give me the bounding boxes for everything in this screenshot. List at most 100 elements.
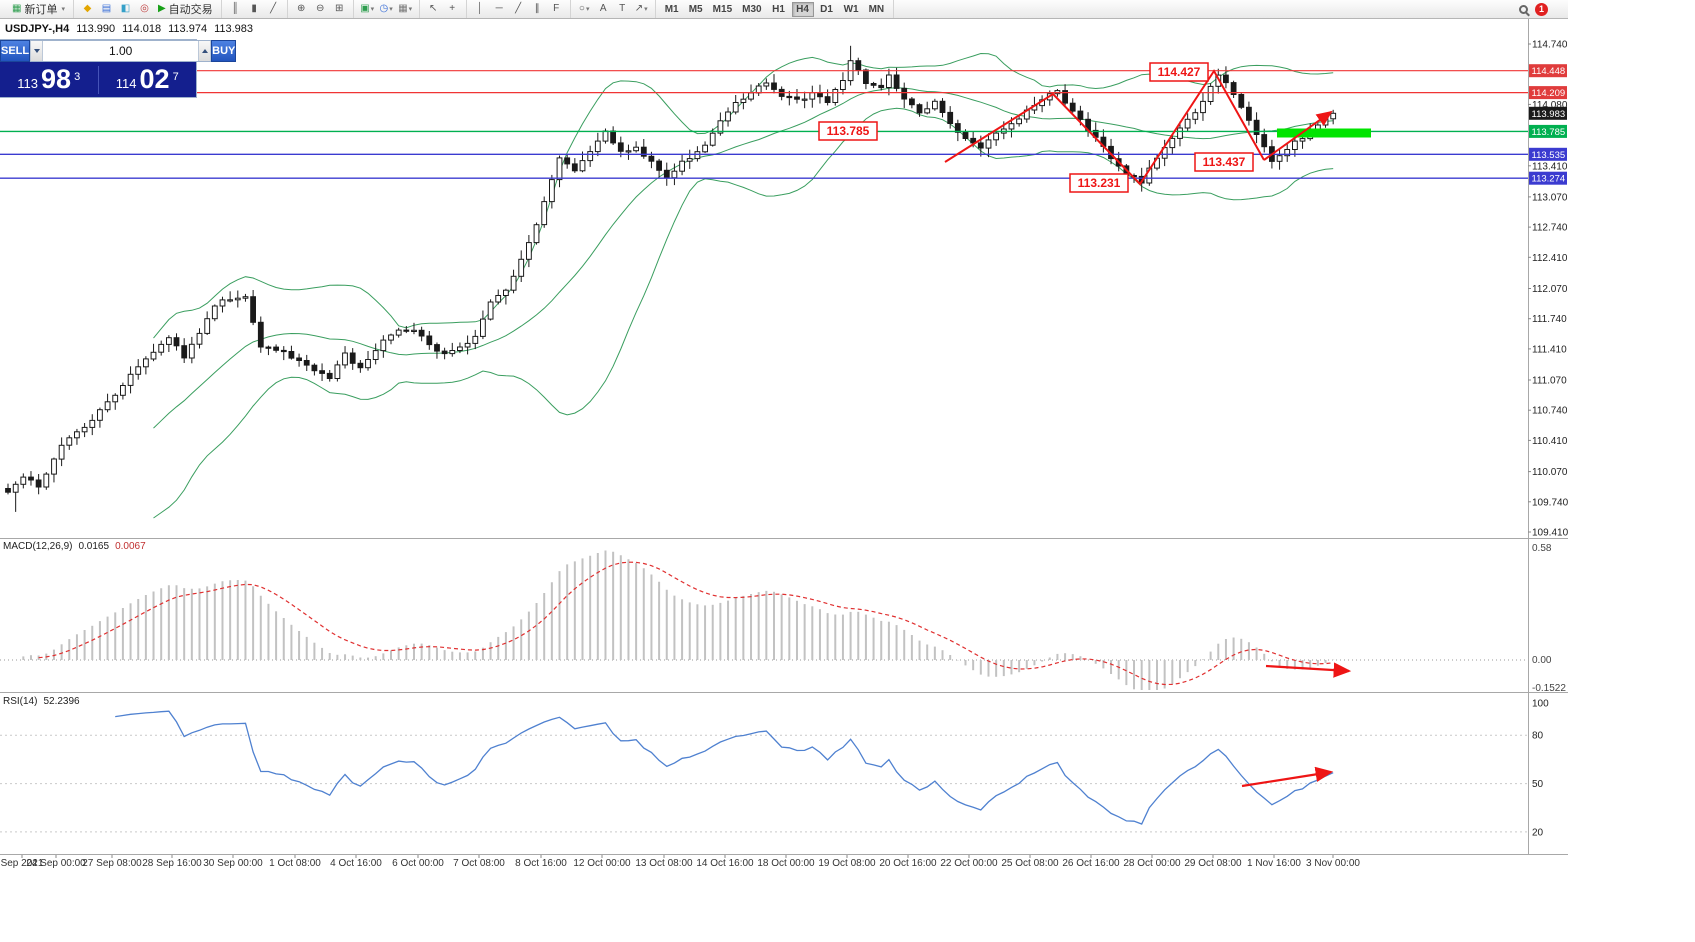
auto-trading-button[interactable]: ▶ 自动交易: [155, 2, 216, 17]
svg-text:28 Oct 00:00: 28 Oct 00:00: [1123, 858, 1181, 869]
trend-price-labels[interactable]: 113.785 114.427 113.231 113.437: [818, 62, 1254, 193]
macd-signal-value: 0.0067: [115, 541, 146, 552]
svg-text:114.080: 114.080: [1532, 100, 1568, 111]
svg-text:113.274: 113.274: [1532, 174, 1566, 185]
search-icon[interactable]: [1519, 4, 1528, 14]
timeframe-h4[interactable]: H4: [791, 1, 814, 17]
period-selector-icon-dropdown-icon[interactable]: ▾: [389, 6, 393, 13]
macd-red-arrow[interactable]: [1265, 662, 1352, 678]
volume-input[interactable]: [43, 41, 199, 61]
svg-text:3 Nov 00:00: 3 Nov 00:00: [1306, 858, 1360, 869]
macd-axis: 0.58 0.00 -0.1522: [1532, 543, 1566, 694]
rsi-levels: [0, 734, 1528, 833]
volume-stepper: [30, 40, 212, 62]
price-axis: 114.740 114.080 113.410 113.070 112.740 112.4…: [1528, 40, 1568, 539]
timeframe-m15[interactable]: M15: [712, 3, 733, 15]
bid-ask-display: 113 98 3 114 02 7: [0, 62, 196, 97]
symbol-period-label: USDJPY-,H4: [5, 23, 70, 35]
timeframe-w1[interactable]: W1: [843, 3, 859, 15]
svg-text:113.231: 113.231: [1078, 176, 1121, 190]
trendline-icon[interactable]: ╱: [510, 2, 527, 17]
text-icon[interactable]: A: [595, 2, 612, 17]
svg-text:113.785: 113.785: [827, 124, 870, 138]
svg-text:110.070: 110.070: [1532, 467, 1568, 478]
toolbar-group-line-studies: │ ─ ╱ ∥ F: [467, 0, 571, 18]
timeframe-h1[interactable]: H1: [772, 3, 785, 15]
bar-chart-icon[interactable]: ║: [227, 2, 244, 17]
rsi-line: [115, 710, 1334, 825]
timeframe-mn[interactable]: MN: [868, 3, 885, 15]
crosshair-icon[interactable]: +: [444, 2, 461, 17]
toolbar-group-cursor-tools: ↖ +: [420, 0, 467, 18]
new-order-button[interactable]: ▦ 新订单 ▾: [9, 2, 68, 17]
timeframe-m5[interactable]: M5: [688, 3, 703, 15]
svg-text:114.209: 114.209: [1532, 88, 1566, 99]
zoom-out-icon[interactable]: ⊖: [312, 2, 329, 17]
template-icon-dropdown-icon[interactable]: ▾: [408, 6, 413, 13]
volume-increase-button[interactable]: [198, 41, 212, 61]
candlestick-chart-icon[interactable]: ▮: [246, 2, 263, 17]
shapes-icon-dropdown-icon[interactable]: ▾: [585, 6, 590, 13]
buy-price-pip: 7: [172, 70, 179, 83]
timeframe-m30[interactable]: M30: [742, 3, 762, 15]
fibonacci-icon[interactable]: F: [548, 2, 565, 17]
trendline-icon-glyph: ╱: [515, 3, 522, 14]
sell-button[interactable]: SELL: [0, 40, 31, 62]
timeframe-m1[interactable]: M1: [664, 3, 679, 15]
buy-button[interactable]: BUY: [211, 40, 237, 62]
data-window-icon-glyph: ◧: [120, 3, 131, 14]
cursor-icon[interactable]: ↖: [425, 2, 442, 17]
zoom-in-icon[interactable]: ⊕: [293, 2, 310, 17]
channel-icon[interactable]: ∥: [529, 2, 546, 17]
svg-text:111.740: 111.740: [1532, 314, 1567, 325]
sell-price-display[interactable]: 113 98 3: [0, 65, 98, 93]
trend-zigzag[interactable]: [944, 69, 1333, 186]
svg-text:111.410: 111.410: [1532, 344, 1567, 355]
volume-decrease-button[interactable]: [30, 41, 44, 61]
zoom-out-icon-glyph: ⊖: [315, 3, 325, 14]
mql5-wizard-icon[interactable]: ◆: [79, 2, 96, 17]
svg-text:27 Sep 08:00: 27 Sep 08:00: [82, 858, 142, 869]
vertical-line-icon[interactable]: │: [472, 2, 489, 17]
toolbar-group-chart-types: ║ ▮ ╱: [222, 0, 288, 18]
toolbar-group-chart-management: ▣ ▾ ◷ ▾ ▦ ▾: [354, 0, 420, 18]
arrow-objects-icon-dropdown-icon[interactable]: ▾: [644, 6, 648, 13]
buy-price-display[interactable]: 114 02 7: [99, 65, 197, 93]
horizontal-line-icon[interactable]: ─: [491, 2, 508, 17]
svg-text:25 Oct 08:00: 25 Oct 08:00: [1001, 858, 1059, 869]
market-watch-icon[interactable]: ▤: [98, 2, 115, 17]
period-selector-icon[interactable]: ◷ ▾: [378, 2, 395, 17]
svg-text:110.410: 110.410: [1532, 436, 1568, 447]
rsi-axis: 100 80 50 20: [1532, 699, 1549, 839]
macd-main-value: 0.0165: [78, 541, 110, 552]
tile-windows-icon[interactable]: ⊞: [331, 2, 348, 17]
new-chart-icon[interactable]: ▣ ▾: [359, 2, 376, 17]
svg-text:0.58: 0.58: [1532, 543, 1552, 554]
svg-text:28 Sep 16:00: 28 Sep 16:00: [142, 858, 202, 869]
shapes-icon[interactable]: ○ ▾: [576, 2, 593, 17]
arrow-objects-icon[interactable]: ↗ ▾: [633, 2, 650, 17]
template-icon[interactable]: ▦ ▾: [397, 2, 414, 17]
toolbar-group-zoom: ⊕ ⊖ ⊞: [288, 0, 354, 18]
new-order-button-icon: ▦: [12, 3, 22, 14]
shapes-icon-glyph: ○: [578, 3, 585, 14]
candles-series: [5, 45, 1337, 512]
notification-badge[interactable]: 1: [1535, 2, 1548, 16]
text-label-icon[interactable]: T: [614, 2, 631, 17]
line-chart-icon[interactable]: ╱: [265, 2, 282, 17]
svg-text:114.448: 114.448: [1532, 66, 1566, 77]
chart-canvas[interactable]: 113.785 114.427 113.231 113.437 114.740 114.0…: [0, 0, 1568, 872]
navigator-icon[interactable]: ◎: [136, 2, 153, 17]
rsi-name: RSI(14): [3, 696, 38, 707]
sell-price-prefix: 113: [17, 75, 39, 91]
timeframe-d1[interactable]: D1: [820, 3, 833, 15]
fibonacci-icon-glyph: F: [553, 3, 560, 14]
data-window-icon[interactable]: ◧: [117, 2, 134, 17]
new-order-button-dropdown-icon[interactable]: ▾: [61, 6, 65, 13]
svg-text:113.535: 113.535: [1532, 150, 1566, 161]
new-chart-icon-dropdown-icon[interactable]: ▾: [370, 6, 375, 13]
rsi-red-arrow[interactable]: [1241, 766, 1334, 788]
svg-text:6 Oct 00:00: 6 Oct 00:00: [392, 858, 444, 869]
svg-text:26 Oct 16:00: 26 Oct 16:00: [1062, 858, 1120, 869]
